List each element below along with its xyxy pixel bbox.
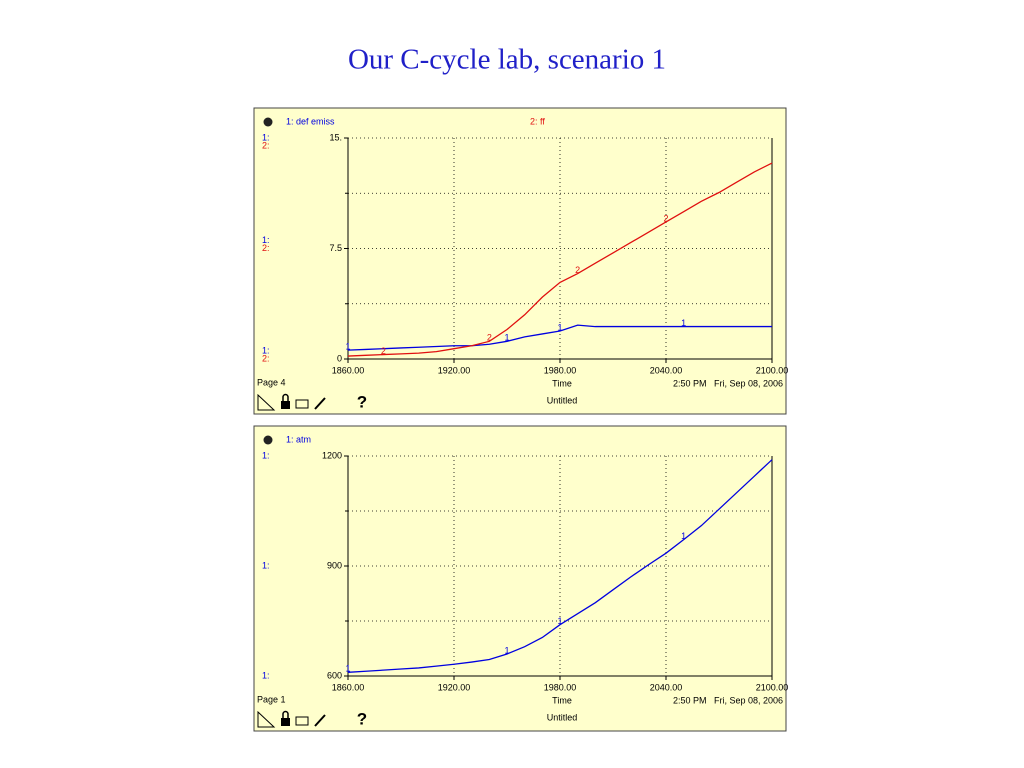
series-line [347,162,773,357]
slide-title: Our C-cycle lab, scenario 1 [348,44,666,76]
axis-key: 1: [262,235,270,245]
y-tick-label: 600 [327,670,342,680]
panel [253,425,787,732]
page-label: Page 4 [257,377,286,387]
x-tick-label: 2040.00 [650,365,683,375]
y-tick-label: 900 [327,560,342,570]
y-tick-label: 15. [329,132,342,142]
tool-lock [281,401,290,409]
axis-key: 1: [262,560,270,570]
page-label: Page 1 [257,694,286,704]
panel-icon [263,117,273,127]
x-axis-label: Time [552,695,572,705]
curve-label: 1 [681,531,686,541]
legend-entry: 1: atm [286,434,311,444]
tool-lock [281,718,290,726]
curve-label: 1 [345,342,350,352]
curve-label: 1 [557,616,562,626]
curve-label: 2 [381,346,386,356]
curve-label: 1 [557,322,562,332]
y-tick-label: 0 [337,353,342,363]
axis-key: 1: [262,132,270,142]
curve-label: 2 [487,333,492,343]
axis-key: 2: [262,140,270,150]
curve-label: 2 [575,265,580,275]
axis-key: 1: [262,345,270,355]
series-line [347,324,772,351]
x-tick-label: 2100.00 [756,365,789,375]
axis-key: 1: [262,450,270,460]
y-tick-label: 1200 [322,450,342,460]
tool-print [295,716,309,726]
axis-key: 2: [262,243,270,253]
tool-wand [314,714,326,727]
x-tick-label: 2100.00 [756,682,789,692]
curve-label: 1 [345,664,350,674]
help-button: ? [357,709,367,728]
axis-key: 1: [262,670,270,680]
file-name: Untitled [547,712,578,722]
y-tick-label: 7.5 [329,243,342,253]
x-tick-label: 1980.00 [544,682,577,692]
panel [253,107,787,415]
x-tick-label: 1860.00 [332,682,365,692]
tool-lock-shackle [282,710,289,718]
panel-icon [263,435,273,445]
tool-print [295,399,309,409]
file-name: Untitled [547,395,578,405]
x-tick-label: 1860.00 [332,365,365,375]
tool-lock-shackle [282,393,289,401]
curve-label: 1 [504,645,509,655]
series-line [347,459,773,673]
x-tick-label: 2040.00 [650,682,683,692]
tool-page [257,393,276,411]
timestamp: 2:50 PM Fri, Sep 08, 2006 [673,378,783,388]
x-tick-label: 1920.00 [438,365,471,375]
tool-page [257,710,276,728]
help-button: ? [357,392,367,411]
legend-entry: 1: def emiss [286,116,335,126]
x-tick-label: 1980.00 [544,365,577,375]
curve-label: 1 [681,318,686,328]
curve-label: 2 [663,213,668,223]
x-tick-label: 1920.00 [438,682,471,692]
x-axis-label: Time [552,378,572,388]
curve-label: 1 [504,333,509,343]
timestamp: 2:50 PM Fri, Sep 08, 2006 [673,695,783,705]
axis-key: 2: [262,353,270,363]
legend-entry: 2: ff [530,116,545,126]
tool-wand [314,397,326,410]
